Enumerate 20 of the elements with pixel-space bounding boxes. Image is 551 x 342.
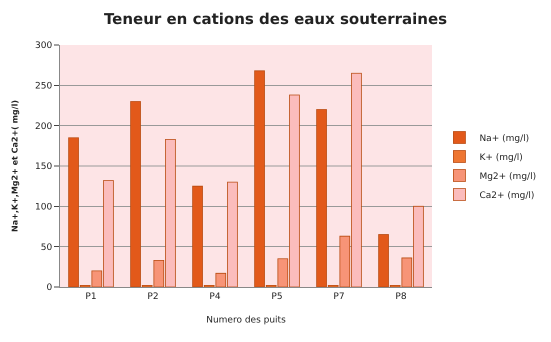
x-tick-label: P7 [333,292,345,302]
x-axis-title: Numero des puits [206,316,286,326]
x-tick-label: P2 [147,292,159,302]
x-tick-label: P5 [271,292,283,302]
y-axis-title: Na+,K+,Mg2+ et Ca2+( mg/l) [10,100,20,232]
y-tick-label: 300 [35,41,52,52]
y-tick-label: 100 [35,202,52,212]
y-tick-label: 250 [35,81,52,92]
legend-label: Mg2+ (mg/l) [479,172,536,182]
y-tick-label: 200 [35,122,52,132]
x-tick-label: P8 [395,292,407,302]
legend-label: Ca2+ (mg/l) [479,191,534,202]
legend-label: Na+ (mg/l) [479,134,530,144]
chart-title: Teneur en cations des eaux souterraines [104,10,448,28]
legend-label: K+ (mg/l) [479,153,523,164]
y-tick-label: 50 [40,242,52,253]
x-tick-label: P4 [209,292,221,302]
x-tick-label: P1 [85,292,97,302]
y-tick-label: 150 [35,162,52,172]
y-tick-label: 0 [46,283,52,294]
